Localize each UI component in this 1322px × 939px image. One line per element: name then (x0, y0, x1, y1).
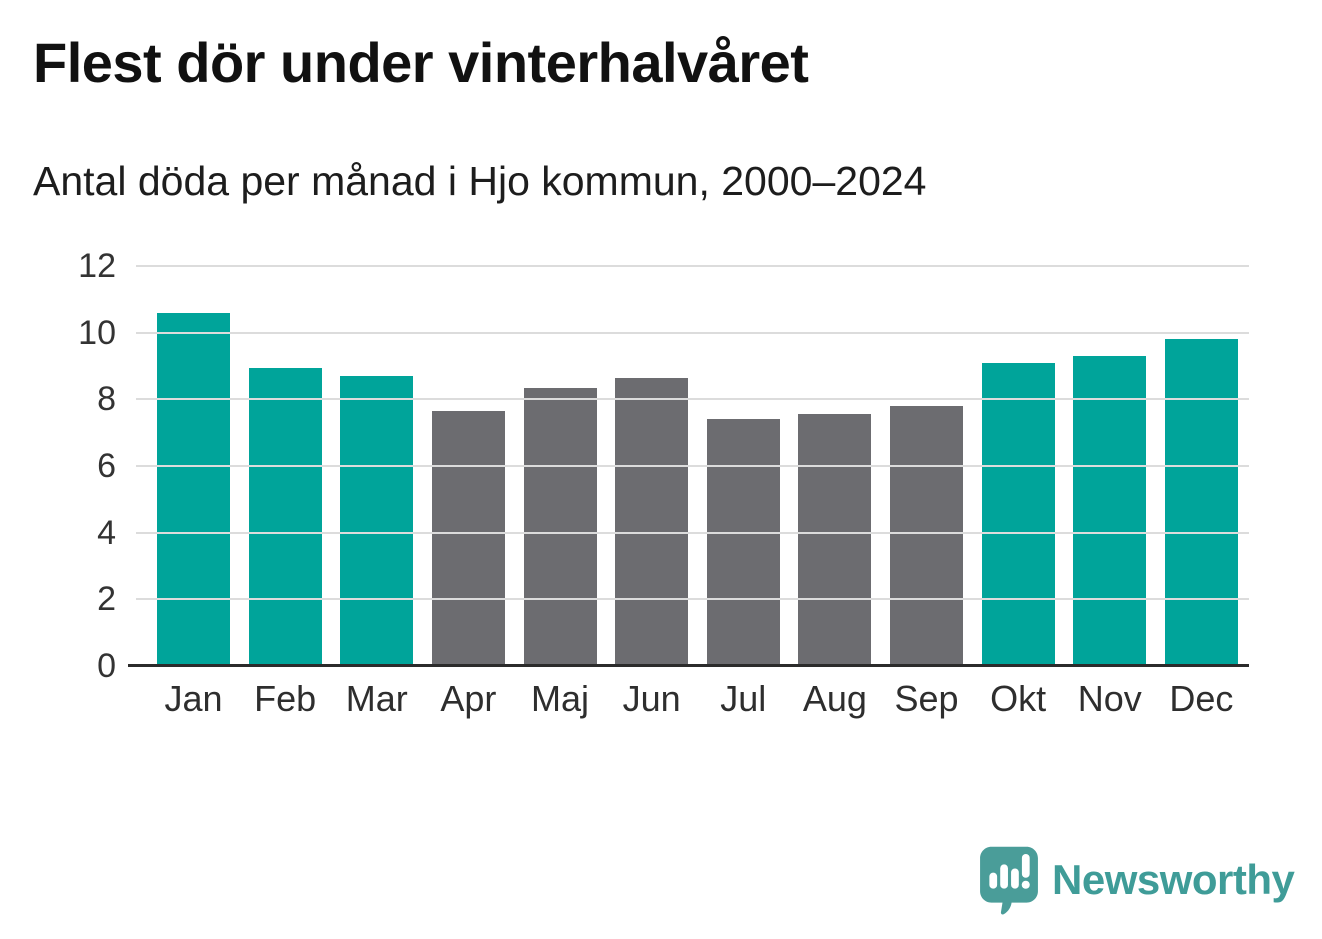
x-tick-label-jun: Jun (622, 678, 681, 719)
x-tick-label-mar: Mar (345, 678, 408, 719)
x-tick-label-aug: Aug (802, 678, 867, 719)
y-tick-label-4: 4 (97, 513, 116, 552)
gridline-2 (136, 598, 1249, 601)
y-tick-label-8: 8 (97, 380, 116, 419)
bar-column-feb: Feb (248, 266, 322, 719)
x-tick-label-jul: Jul (720, 678, 767, 719)
gridline-10 (136, 331, 1249, 334)
bar-feb (248, 367, 322, 666)
x-tick-label-dec: Dec (1169, 678, 1234, 719)
y-tick-label-2: 2 (97, 580, 116, 619)
y-tick-label-0: 0 (97, 647, 116, 685)
bar-column-aug: Aug (798, 266, 872, 719)
bar-column-jan: Jan (157, 266, 230, 719)
bar-column-nov: Nov (1073, 266, 1147, 719)
bar-column-dec: Dec (1164, 266, 1238, 719)
y-tick-label-6: 6 (97, 447, 116, 485)
x-axis-line (128, 664, 1249, 667)
bar-dec (1164, 339, 1238, 666)
bar-column-jun: Jun (615, 266, 689, 719)
bar-aug (798, 414, 872, 666)
gridline-8 (136, 398, 1249, 401)
x-tick-label-jan: Jan (164, 678, 223, 719)
bar-jul (706, 419, 780, 666)
x-tick-label-okt: Okt (990, 678, 1047, 719)
x-tick-label-maj: Maj (530, 678, 590, 719)
newsworthy-logo-text: Newsworthy (1052, 856, 1295, 903)
bar-jan (157, 312, 230, 666)
y-tick-label-10: 10 (78, 313, 116, 352)
bar-jun (615, 377, 689, 666)
x-tick-label-apr: Apr (440, 678, 497, 719)
newsworthy-logo-icon (980, 846, 1038, 915)
gridline-4 (136, 531, 1249, 534)
chart-title: Flest dör under vinterhalvåret (33, 31, 809, 94)
bar-mar (340, 376, 414, 666)
bar-column-maj: Maj (523, 266, 597, 719)
chart-subtitle: Antal döda per månad i Hjo kommun, 2000–… (33, 158, 927, 204)
bar-column-sep: Sep (890, 266, 963, 719)
x-tick-label-feb: Feb (254, 678, 317, 719)
bar-column-jul: Jul (706, 266, 780, 719)
bar-column-mar: Mar (340, 266, 414, 719)
bar-apr (431, 411, 505, 666)
gridline-12 (136, 265, 1249, 267)
bar-maj (523, 387, 597, 666)
bar-chart-plot-area: Jan Feb Mar Apr Maj Jun Jul Aug Sep Okt Nov Dec 0 2 4… (78, 249, 1249, 719)
x-tick-label-nov: Nov (1077, 678, 1142, 719)
bar-nov (1073, 356, 1147, 666)
gridline-6 (136, 465, 1249, 467)
y-tick-label-12: 12 (78, 247, 116, 285)
bar-okt (981, 362, 1055, 666)
x-tick-label-sep: Sep (894, 678, 959, 719)
bar-column-okt: Okt (981, 266, 1055, 719)
bar-column-apr: Apr (431, 266, 505, 719)
bar-sep (890, 406, 963, 666)
newsworthy-logo: Newsworthy (978, 844, 1295, 924)
bar-group: Jan Feb Mar Apr Maj Jun Jul Aug Sep Okt Nov Dec (130, 266, 1249, 719)
